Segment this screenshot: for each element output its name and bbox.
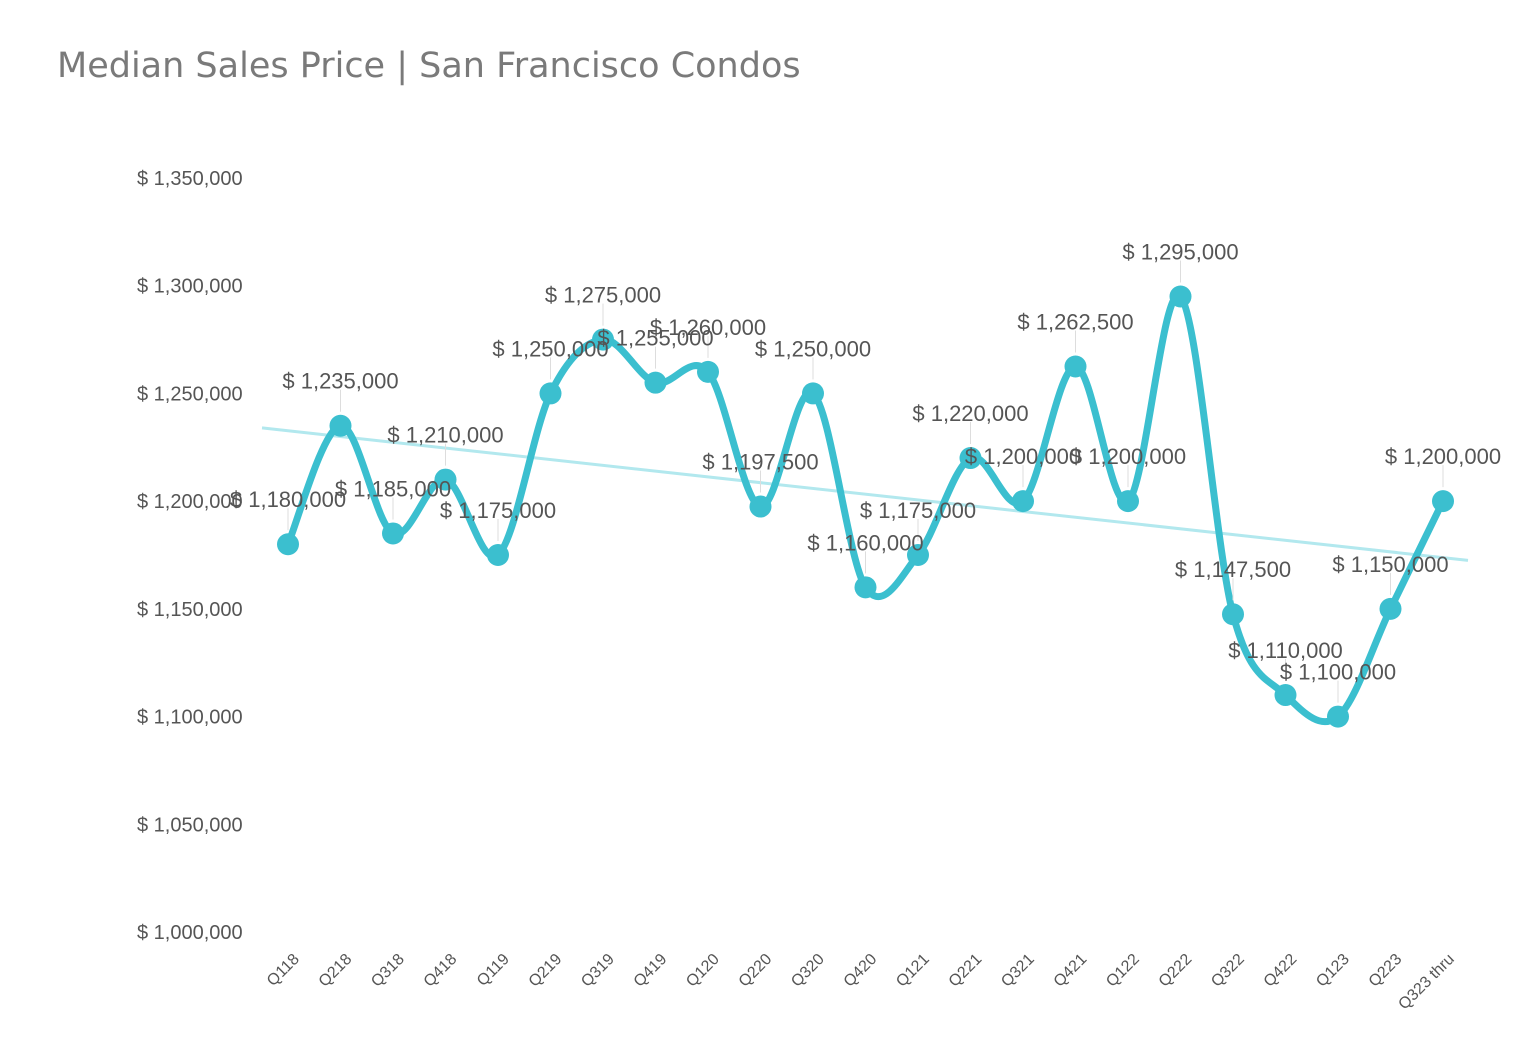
y-tick-label: $ 1,250,000 <box>137 383 243 405</box>
data-point <box>329 414 352 437</box>
series-layer <box>277 285 1454 728</box>
data-point <box>644 371 667 394</box>
data-label: $ 1,220,000 <box>912 401 1028 426</box>
data-point <box>802 382 824 405</box>
y-tick-label: $ 1,000,000 <box>137 922 243 944</box>
y-tick-label: $ 1,300,000 <box>137 276 243 298</box>
data-point <box>1379 597 1402 620</box>
data-label: $ 1,200,000 <box>965 444 1081 469</box>
data-point <box>1012 490 1034 513</box>
data-label: $ 1,185,000 <box>335 476 451 501</box>
data-point <box>277 533 299 556</box>
x-tick-label: Q218 <box>316 951 356 991</box>
data-label: $ 1,147,500 <box>1175 557 1291 582</box>
x-tick-label: Q421 <box>1051 951 1091 991</box>
trendline <box>261 426 1469 562</box>
data-label: $ 1,175,000 <box>860 498 976 523</box>
data-label: $ 1,235,000 <box>282 369 398 394</box>
data-point <box>1117 490 1139 513</box>
data-labels-layer: $ 1,180,000 $ 1,235,000 $ 1,185,000 $ 1,210… <box>230 239 1501 703</box>
y-tick-label: $ 1,050,000 <box>137 814 243 836</box>
data-label: $ 1,210,000 <box>387 423 503 448</box>
x-tick-label: Q223 <box>1366 951 1406 991</box>
x-tick-label: Q323 thru <box>1395 951 1457 1013</box>
x-tick-label: Q420 <box>841 951 881 991</box>
data-label: $ 1,250,000 <box>755 336 871 361</box>
data-point <box>854 576 877 599</box>
data-point <box>382 522 404 545</box>
x-tick-label: Q221 <box>946 951 986 991</box>
data-point <box>907 544 929 566</box>
x-tick-label: Q219 <box>526 951 566 991</box>
data-point <box>1274 684 1297 707</box>
data-label: $ 1,260,000 <box>650 315 766 340</box>
data-label: $ 1,275,000 <box>545 283 661 308</box>
x-tick-label: Q318 <box>368 951 408 991</box>
x-tick-label: Q120 <box>683 951 723 991</box>
data-label: $ 1,150,000 <box>1332 552 1448 577</box>
data-label: $ 1,180,000 <box>230 487 346 512</box>
y-tick-label: $ 1,200,000 <box>137 491 243 513</box>
data-label: $ 1,200,000 <box>1070 444 1186 469</box>
data-label: $ 1,110,000 <box>1228 638 1343 663</box>
data-point <box>1169 285 1192 308</box>
x-tick-label: Q220 <box>736 951 776 991</box>
x-tick-label: Q321 <box>998 951 1038 991</box>
data-label: $ 1,200,000 <box>1385 444 1501 469</box>
y-tick-label: $ 1,150,000 <box>137 599 243 621</box>
data-point <box>487 544 509 566</box>
data-point <box>1222 603 1244 626</box>
y-tick-label: $ 1,350,000 <box>137 168 243 190</box>
data-point <box>749 495 772 518</box>
x-tick-label: Q320 <box>788 951 828 991</box>
x-tick-label: Q419 <box>631 951 671 991</box>
x-tick-label: Q121 <box>893 951 933 991</box>
data-point <box>1064 355 1087 378</box>
data-label: $ 1,160,000 <box>807 530 923 555</box>
y-axis: $ 1,000,000 $ 1,050,000 $ 1,100,000 $ 1,150… <box>137 168 243 944</box>
data-point <box>434 468 457 491</box>
data-point <box>592 328 614 351</box>
data-label: $ 1,250,000 <box>492 336 608 361</box>
x-tick-label: Q123 <box>1313 951 1353 991</box>
chart-title: Median Sales Price | San Francisco Condo… <box>57 46 801 86</box>
x-axis: Q118 Q218 Q318 Q418 Q119 Q219 Q319 Q419 Q120 Q220… <box>264 951 1458 1013</box>
data-point <box>539 382 562 405</box>
data-point <box>1327 705 1349 728</box>
data-point <box>959 447 982 470</box>
data-label: $ 1,262,500 <box>1017 310 1133 335</box>
data-label: $ 1,175,000 <box>440 498 556 523</box>
data-point <box>1432 490 1454 513</box>
data-label: $ 1,295,000 <box>1122 239 1238 264</box>
x-tick-label: Q319 <box>578 951 618 991</box>
x-tick-label: Q322 <box>1208 951 1248 991</box>
data-label: $ 1,197,500 <box>702 450 818 475</box>
x-tick-label: Q122 <box>1103 951 1143 991</box>
x-tick-label: Q418 <box>421 951 461 991</box>
x-tick-label: Q119 <box>474 951 513 990</box>
trendline-layer <box>261 426 1469 562</box>
x-tick-label: Q422 <box>1261 951 1301 991</box>
data-label: $ 1,100,000 <box>1280 660 1396 685</box>
data-point <box>697 360 719 383</box>
x-tick-label: Q118 <box>264 951 303 990</box>
data-label: $ 1,255,000 <box>597 326 713 351</box>
x-tick-label: Q222 <box>1156 951 1196 991</box>
y-tick-label: $ 1,100,000 <box>137 707 243 729</box>
